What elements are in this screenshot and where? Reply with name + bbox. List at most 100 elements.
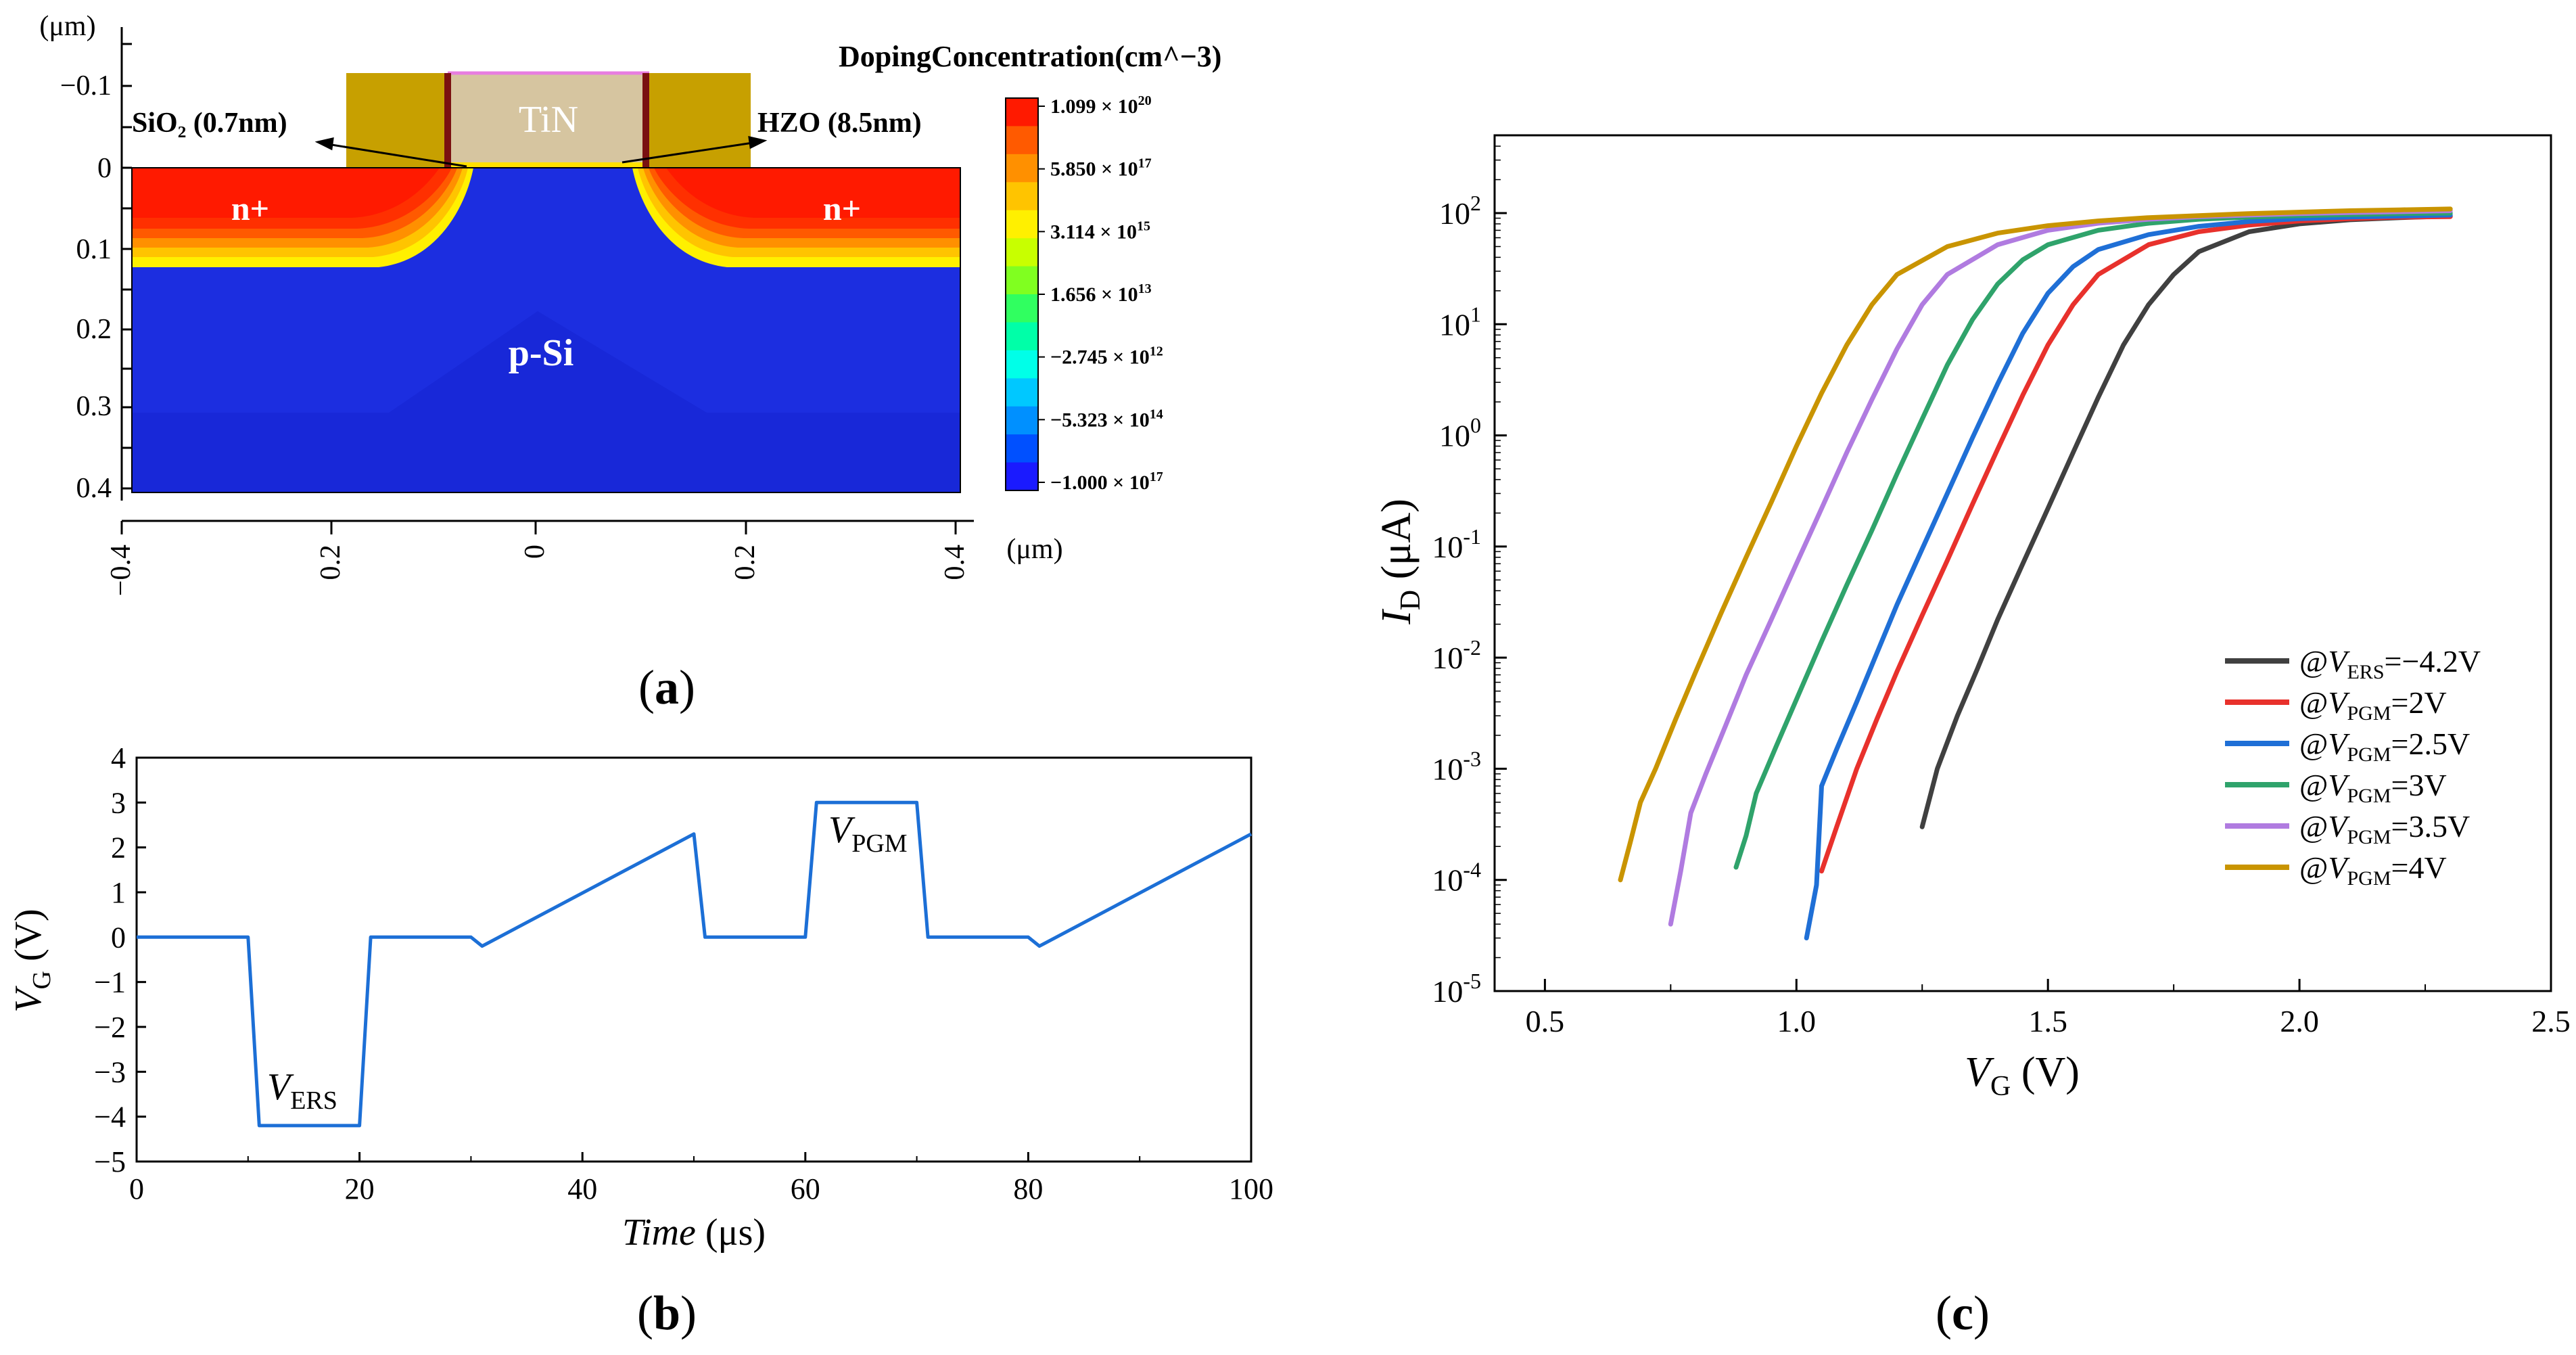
x-tick-label: 2.0 — [2280, 1004, 2319, 1038]
colorbar-tick-label: 5.850 × 1017 — [1050, 156, 1152, 181]
y-tick-label: 0.2 — [76, 314, 112, 345]
colorbar-tick-label: −1.000 × 1017 — [1050, 469, 1163, 494]
panel-a-y-ticks: −0.1 0 0.1 0.2 0.3 0.4 (μm) — [39, 11, 112, 504]
x-tick-label: 100 — [1229, 1172, 1273, 1205]
colorbar-swatch — [1006, 322, 1038, 351]
colorbar-swatch — [1006, 238, 1038, 267]
x-tick-label: 80 — [1013, 1172, 1043, 1205]
x-tick-label: 0 — [519, 545, 551, 559]
colorbar-swatch — [1006, 406, 1038, 435]
substrate-shade — [132, 311, 960, 492]
x-tick-label: 1.5 — [2028, 1004, 2067, 1038]
y-tick-label: 0 — [111, 921, 126, 954]
gate-label: TiN — [519, 99, 578, 141]
panel-c-series — [1618, 206, 2453, 941]
colorbar-swatch — [1006, 126, 1038, 155]
colorbar-tick-label: 3.114 × 1015 — [1050, 219, 1150, 243]
y-tick-label: 10-4 — [1432, 858, 1481, 898]
x-tick-label: 2.5 — [2531, 1004, 2571, 1038]
colorbar-swatch — [1006, 434, 1038, 463]
y-tick-label: −5 — [94, 1145, 126, 1178]
colorbar-swatch — [1006, 154, 1038, 183]
y-tick-label: 100 — [1439, 413, 1481, 453]
colorbar-tick-label: 1.099 × 1020 — [1050, 93, 1152, 118]
y-tick-label: −1 — [94, 966, 126, 999]
oxide-right-wall — [642, 73, 649, 168]
panel-b-pulse-chart: 0 20 40 60 80 100 4 3 2 1 0 −1 −2 −3 −4 −5 VERS VPGM Ti… — [7, 741, 1273, 1254]
pulse-line — [137, 800, 1252, 1128]
x-tick-label: 0.2 — [730, 545, 761, 580]
panel-c-transfer-chart: 0.5 1.0 1.5 2.0 2.5 102 101 100 10-1 10-2 10-3 10-4… — [1374, 134, 2571, 1102]
colorbar-labels: 1.099 × 1020 5.850 × 1017 3.114 × 1015 1.65… — [1050, 93, 1163, 494]
panel-c-legend: @VERS=−4.2V@VPGM=2V@VPGM=2.5V@VPGM=3V@VP… — [2225, 644, 2481, 890]
drain-label: n+ — [823, 189, 861, 227]
panel-b-ylabel: VG (V) — [7, 909, 56, 1012]
substrate-label: p-Si — [509, 332, 574, 374]
panel-c-frame — [1493, 134, 2552, 992]
colorbar-swatch — [1006, 294, 1038, 323]
legend-label: @VERS=−4.2V — [2299, 644, 2481, 683]
panel-c-ticks: 0.5 1.0 1.5 2.0 2.5 102 101 100 10-1 10-2 10-3 10-4… — [1432, 135, 2571, 1038]
hzo-annotation: HZO (8.5nm) — [757, 108, 922, 139]
panel-label-b: (b) — [637, 1286, 697, 1340]
drain-doping — [632, 168, 960, 267]
hzo-right-cap — [649, 73, 751, 168]
colorbar-swatch — [1006, 182, 1038, 211]
hzo-channel-layer — [451, 162, 642, 168]
oxide-left-wall — [444, 73, 451, 168]
series-line — [1618, 206, 2453, 883]
erase-annotation: VERS — [267, 1066, 337, 1115]
panel-a-device-cross-section: −0.1 0 0.1 0.2 0.3 0.4 (μm) −0.4 0.2 0 0… — [39, 11, 1221, 596]
x-tick-label: 60 — [791, 1172, 820, 1205]
colorbar-tick-label: 1.656 × 1013 — [1050, 281, 1152, 306]
colorbar-swatch — [1006, 98, 1038, 127]
colorbar-title: DopingConcentration(cm^−3) — [839, 40, 1221, 73]
y-tick-label: 10-1 — [1432, 524, 1481, 564]
x-tick-label: 1.0 — [1777, 1004, 1817, 1038]
series-line — [1819, 214, 2453, 874]
x-tick-label: 0.2 — [315, 545, 346, 580]
legend-label: @VPGM=3V — [2299, 768, 2447, 807]
y-tick-label: 0 — [97, 153, 112, 184]
y-tick-label: 10-5 — [1432, 969, 1481, 1009]
y-tick-label: −0.1 — [60, 70, 112, 101]
y-tick-label: 102 — [1439, 191, 1481, 231]
program-annotation: VPGM — [828, 809, 908, 858]
panel-b-xlabel: Time (μs) — [622, 1212, 766, 1254]
legend-label: @VPGM=3.5V — [2299, 809, 2470, 848]
colorbar-swatch — [1006, 210, 1038, 239]
y-tick-label: 10-3 — [1432, 746, 1481, 786]
y-tick-label: 1 — [111, 876, 126, 909]
series-line — [1804, 212, 2453, 941]
x-tick-label: 0.5 — [1526, 1004, 1565, 1038]
legend-label: @VPGM=2V — [2299, 685, 2447, 725]
y-tick-label: 0.3 — [76, 391, 112, 422]
y-tick-label: 3 — [111, 786, 126, 819]
axis-unit-top: (μm) — [39, 11, 95, 42]
x-tick-label: 0.4 — [939, 545, 970, 580]
y-tick-label: −2 — [94, 1011, 126, 1044]
panel-label-a: (a) — [638, 660, 695, 714]
colorbar-swatch — [1006, 266, 1038, 295]
x-tick-label: 40 — [567, 1172, 597, 1205]
panel-b-ticks: 0 20 40 60 80 100 4 3 2 1 0 −1 −2 −3 −4 −5 — [94, 741, 1273, 1205]
y-tick-label: 101 — [1439, 302, 1481, 342]
colorbar — [1005, 97, 1045, 491]
y-tick-label: 0.4 — [76, 473, 112, 504]
x-tick-label: 20 — [345, 1172, 375, 1205]
y-tick-label: 0.1 — [76, 234, 112, 265]
source-doping — [132, 168, 473, 267]
panel-c-ylabel: ID (μA) — [1374, 499, 1426, 625]
colorbar-swatch — [1006, 462, 1038, 491]
y-tick-label: −3 — [94, 1055, 126, 1088]
y-tick-label: −4 — [94, 1101, 126, 1134]
sio2-annotation: SiO₂ (0.7nm) — [132, 108, 287, 139]
annotation-arrows — [314, 136, 768, 168]
y-tick-label: 2 — [111, 831, 126, 865]
x-tick-label: 0 — [129, 1172, 144, 1205]
colorbar-swatch — [1006, 378, 1038, 407]
colorbar-swatch — [1006, 350, 1038, 379]
legend-label: @VPGM=2.5V — [2299, 727, 2470, 766]
y-tick-label: 10-2 — [1432, 635, 1481, 675]
